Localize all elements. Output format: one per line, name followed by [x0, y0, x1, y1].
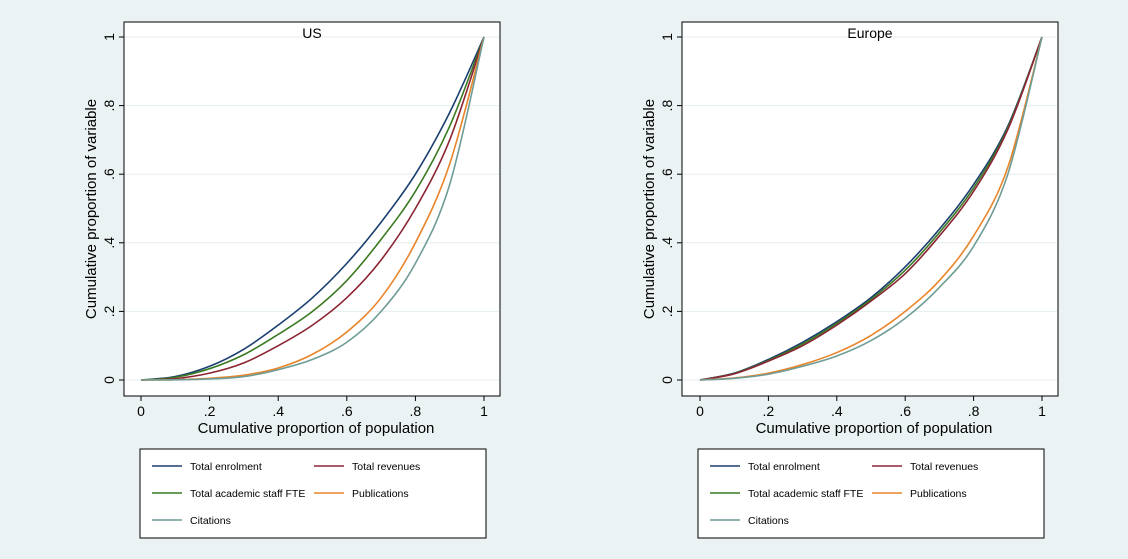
chart1-series-publications [699, 36, 1043, 381]
chart1-y-tick-label-4: .8 [659, 100, 675, 112]
chart0-legend-label-total-academic-staff-fte: Total academic staff FTE [190, 488, 305, 500]
chart0-y-tick-label-4: .8 [101, 100, 117, 112]
chart0-y-axis-title: Cumulative proportion of variable [83, 99, 100, 319]
chart1-y-axis-title: Cumulative proportion of variable [641, 99, 658, 319]
chart1-y-tick-label-3: .6 [659, 168, 675, 180]
chart0-y-tick-label-0: 0 [101, 376, 117, 384]
chart1-y-tick-label-1: .2 [659, 305, 675, 317]
chart0-series-citations [140, 36, 485, 381]
chart0-y-tick-label-2: .4 [101, 237, 117, 249]
chart0-plot-area [123, 21, 501, 397]
chart0-series-total-enrolment [140, 36, 485, 381]
chart0-x-tick-label-4: .8 [410, 403, 422, 419]
chart1-legend-label-total-academic-staff-fte: Total academic staff FTE [748, 488, 863, 500]
chart1-x-tick-label-2: .4 [831, 403, 843, 419]
chart1-x-tick-label-4: .8 [968, 403, 980, 419]
chart0-legend-label-total-enrolment: Total enrolment [190, 461, 262, 473]
chart0-x-tick-label-1: .2 [204, 403, 216, 419]
chart1-series-total-revenues [699, 36, 1043, 381]
chart-panel-us: 0 .2 .4 .6 .8 1 0 .2 .4 .6 .8 1 Cumulative proportio… [83, 21, 501, 539]
chart0-y-tick-label-3: .6 [101, 168, 117, 180]
chart1-legend-label-citations: Citations [748, 515, 789, 527]
chart1-x-axis-title: Cumulative proportion of population [756, 420, 993, 437]
chart1-x-tick-label-3: .6 [899, 403, 911, 419]
chart-panel-europe: 0 .2 .4 .6 .8 1 0 .2 .4 .6 .8 1 Cumulative proportio… [641, 21, 1059, 539]
chart0-x-tick-label-2: .4 [272, 403, 284, 419]
chart0-x-tick-label-5: 1 [480, 403, 488, 419]
chart0-series-total-revenues [140, 36, 485, 381]
chart1-legend [697, 448, 1045, 539]
chart1-legend-label-total-enrolment: Total enrolment [748, 461, 820, 473]
chart0-x-tick-label-3: .6 [341, 403, 353, 419]
chart1-plot-area [681, 21, 1059, 397]
chart1-x-tick-label-0: 0 [696, 403, 704, 419]
chart0-legend [139, 448, 487, 539]
chart1-y-tick-label-2: .4 [659, 237, 675, 249]
chart0-y-tick-label-1: .2 [101, 305, 117, 317]
chart0-series-total-academic-staff-fte [140, 36, 485, 381]
chart1-legend-label-publications: Publications [910, 488, 967, 500]
chart1-y-tick-label-0: 0 [659, 376, 675, 384]
chart1-series-citations [699, 36, 1043, 381]
chart1-legend-label-total-revenues: Total revenues [910, 461, 978, 473]
chart1-x-tick-label-1: .2 [763, 403, 775, 419]
chart0-x-axis-title: Cumulative proportion of population [198, 420, 435, 437]
chart0-legend-label-citations: Citations [190, 515, 231, 527]
chart0-x-tick-label-0: 0 [137, 403, 145, 419]
chart1-x-tick-label-5: 1 [1038, 403, 1046, 419]
chart0-legend-label-publications: Publications [352, 488, 409, 500]
chart0-y-tick-label-5: 1 [101, 33, 117, 41]
chart0-legend-label-total-revenues: Total revenues [352, 461, 420, 473]
chart1-title: Europe [847, 25, 892, 41]
chart0-title: US [302, 25, 321, 41]
chart1-y-tick-label-5: 1 [659, 33, 675, 41]
